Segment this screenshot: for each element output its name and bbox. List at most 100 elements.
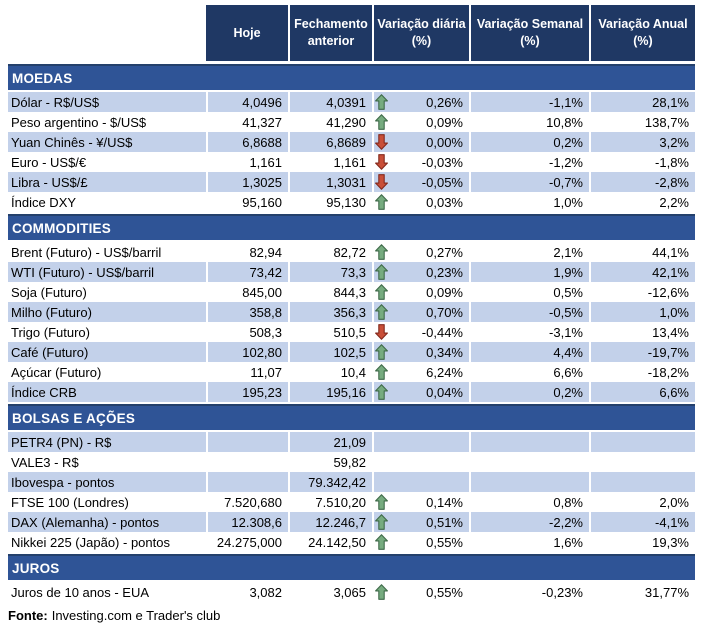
instrument-label: Café (Futuro)	[8, 342, 206, 362]
up-arrow-icon	[375, 344, 389, 361]
value-variacao-anual: 2,0%	[589, 492, 695, 512]
value-fechamento-anterior: 6,8689	[288, 132, 372, 152]
value-variacao-anual: 19,3%	[589, 532, 695, 552]
section-header-juros: JUROS	[8, 554, 695, 580]
table-row: Brent (Futuro) - US$/barril 82,94 82,72 0,2…	[8, 242, 695, 262]
value-fechamento-anterior: 95,130	[288, 192, 372, 212]
value-variacao-diaria: 0,23%	[426, 264, 463, 280]
daily-variation-cell: -0,03%	[372, 152, 469, 172]
up-arrow-icon	[375, 244, 389, 261]
value-fechamento-anterior: 21,09	[288, 432, 372, 452]
instrument-label: Brent (Futuro) - US$/barril	[8, 242, 206, 262]
source-text: Investing.com e Trader's club	[51, 608, 221, 623]
value-fechamento-anterior: 356,3	[288, 302, 372, 322]
value-variacao-semanal: -3,1%	[469, 322, 589, 342]
value-variacao-anual: 1,0%	[589, 302, 695, 322]
section-title: COMMODITIES	[12, 220, 111, 236]
table-row: DAX (Alemanha) - pontos 12.308,6 12.246,7 0…	[8, 512, 695, 532]
instrument-label: Euro - US$/€	[8, 152, 206, 172]
table-row: Açúcar (Futuro) 11,07 10,4 6,24% 6,6% -18,2%	[8, 362, 695, 382]
value-variacao-diaria: 0,55%	[426, 584, 463, 600]
value-fechamento-anterior: 4,0391	[288, 92, 372, 112]
value-variacao-anual	[589, 472, 695, 492]
daily-variation-cell: 0,09%	[372, 112, 469, 132]
value-fechamento-anterior: 12.246,7	[288, 512, 372, 532]
value-variacao-semanal: 10,8%	[469, 112, 589, 132]
column-header-empty	[8, 5, 206, 61]
value-fechamento-anterior: 73,3	[288, 262, 372, 282]
value-variacao-anual: -4,1%	[589, 512, 695, 532]
table-row: Trigo (Futuro) 508,3 510,5 -0,44% -3,1% 13,4%	[8, 322, 695, 342]
value-hoje: 845,00	[206, 282, 288, 302]
instrument-label: Soja (Futuro)	[8, 282, 206, 302]
value-variacao-diaria: 0,51%	[426, 514, 463, 530]
section-title: MOEDAS	[12, 70, 73, 86]
up-arrow-icon	[375, 514, 389, 531]
value-hoje: 82,94	[206, 242, 288, 262]
value-variacao-diaria: 0,70%	[426, 304, 463, 320]
value-hoje: 1,3025	[206, 172, 288, 192]
daily-variation-cell: -0,05%	[372, 172, 469, 192]
value-fechamento-anterior: 102,5	[288, 342, 372, 362]
value-variacao-anual: 42,1%	[589, 262, 695, 282]
down-arrow-icon	[375, 174, 389, 191]
table-row: Índice CRB 195,23 195,16 0,04% 0,2% 6,6%	[8, 382, 695, 402]
section-header-moedas: MOEDAS	[8, 64, 695, 90]
value-hoje: 508,3	[206, 322, 288, 342]
daily-variation-cell: 0,09%	[372, 282, 469, 302]
value-variacao-semanal: 1,9%	[469, 262, 589, 282]
value-hoje: 102,80	[206, 342, 288, 362]
daily-variation-cell: 0,03%	[372, 192, 469, 212]
column-header-variacao-semanal: Variação Semanal (%)	[469, 5, 589, 61]
table-row: Peso argentino - $/US$ 41,327 41,290 0,09% 1…	[8, 112, 695, 132]
value-variacao-diaria: 0,03%	[426, 194, 463, 210]
value-hoje: 7.520,680	[206, 492, 288, 512]
instrument-label: Açúcar (Futuro)	[8, 362, 206, 382]
value-variacao-anual: -19,7%	[589, 342, 695, 362]
value-hoje: 3,082	[206, 582, 288, 602]
value-fechamento-anterior: 844,3	[288, 282, 372, 302]
column-header-hoje: Hoje	[206, 5, 288, 61]
table-row: Libra - US$/£ 1,3025 1,3031 -0,05% -0,7% -2,8…	[8, 172, 695, 192]
value-variacao-diaria: -0,03%	[421, 154, 463, 170]
section-header-commodities: COMMODITIES	[8, 214, 695, 240]
value-hoje	[206, 452, 288, 472]
value-fechamento-anterior: 10,4	[288, 362, 372, 382]
no-arrow	[375, 454, 389, 471]
table-row: Índice DXY 95,160 95,130 0,03% 1,0% 2,2%	[8, 192, 695, 212]
table-body: MOEDAS Dólar - R$/US$ 4,0496 4,0391 0,26% -1,…	[8, 64, 704, 602]
value-hoje	[206, 472, 288, 492]
table-row: VALE3 - R$ 59,82	[8, 452, 695, 472]
value-variacao-diaria: 0,09%	[426, 284, 463, 300]
value-variacao-anual: 13,4%	[589, 322, 695, 342]
instrument-label: Yuan Chinês - ¥/US$	[8, 132, 206, 152]
daily-variation-cell	[372, 432, 469, 452]
value-variacao-anual: 31,77%	[589, 582, 695, 602]
value-hoje: 1,161	[206, 152, 288, 172]
table-row: Yuan Chinês - ¥/US$ 6,8688 6,8689 0,00% 0,2%…	[8, 132, 695, 152]
section-title: BOLSAS E AÇÕES	[12, 410, 136, 426]
value-variacao-semanal: 0,2%	[469, 382, 589, 402]
value-variacao-diaria: 0,14%	[426, 494, 463, 510]
value-fechamento-anterior: 1,161	[288, 152, 372, 172]
down-arrow-icon	[375, 134, 389, 151]
value-variacao-semanal: 4,4%	[469, 342, 589, 362]
value-variacao-diaria: 0,27%	[426, 244, 463, 260]
daily-variation-cell: 0,00%	[372, 132, 469, 152]
value-fechamento-anterior: 59,82	[288, 452, 372, 472]
instrument-label: Nikkei 225 (Japão) - pontos	[8, 532, 206, 552]
value-variacao-semanal: -0,23%	[469, 582, 589, 602]
value-hoje: 4,0496	[206, 92, 288, 112]
value-fechamento-anterior: 41,290	[288, 112, 372, 132]
value-hoje: 11,07	[206, 362, 288, 382]
daily-variation-cell: 6,24%	[372, 362, 469, 382]
column-header-fechamento: Fechamento anterior	[288, 5, 372, 61]
value-fechamento-anterior: 510,5	[288, 322, 372, 342]
column-header-variacao-diaria: Variação diária (%)	[372, 5, 469, 61]
table-row: Ibovespa - pontos 79.342,42	[8, 472, 695, 492]
instrument-label: Índice CRB	[8, 382, 206, 402]
value-variacao-anual	[589, 452, 695, 472]
value-variacao-anual: 28,1%	[589, 92, 695, 112]
value-fechamento-anterior: 7.510,20	[288, 492, 372, 512]
table-row: FTSE 100 (Londres) 7.520,680 7.510,20 0,14%…	[8, 492, 695, 512]
